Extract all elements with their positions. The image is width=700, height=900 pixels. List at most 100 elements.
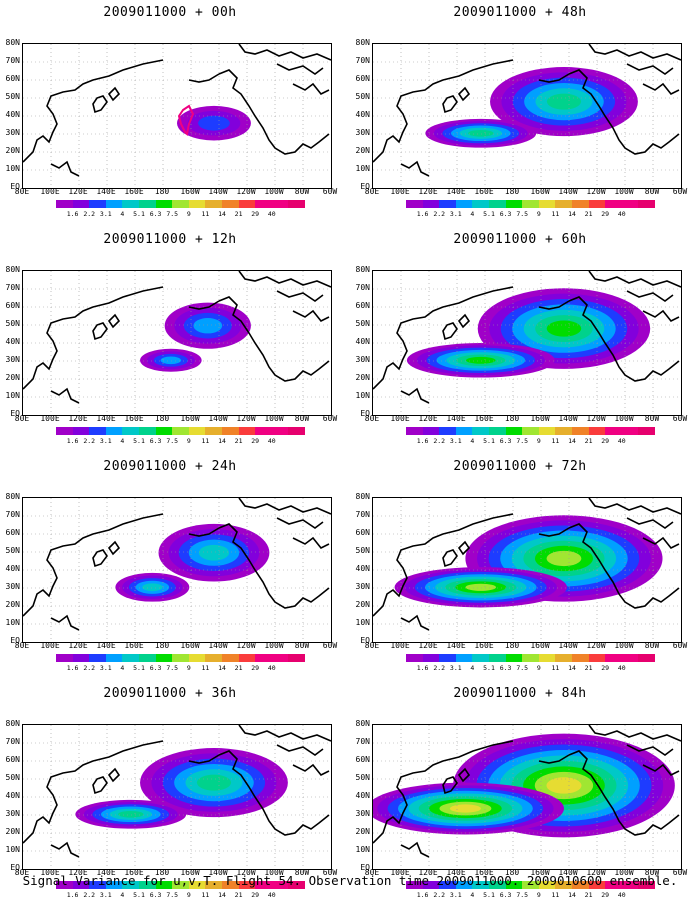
latitude-label: 10N bbox=[355, 391, 370, 400]
longitude-label: 100E bbox=[390, 187, 410, 196]
colorbar-swatch bbox=[522, 200, 539, 208]
colorbar-swatch bbox=[221, 654, 239, 662]
colorbar bbox=[56, 427, 305, 435]
variance-map bbox=[372, 497, 682, 643]
coastline bbox=[218, 69, 330, 155]
latitude-label: 20N bbox=[5, 146, 20, 155]
colorbar-label: 2.2 bbox=[83, 664, 96, 672]
colorbar-swatch bbox=[422, 427, 440, 435]
colorbar-swatch bbox=[588, 427, 606, 435]
coastline bbox=[292, 536, 330, 550]
latitude-label: 10N bbox=[355, 164, 370, 173]
latitude-label: 60N bbox=[355, 528, 370, 537]
coastline bbox=[400, 614, 430, 631]
variance-contour bbox=[118, 810, 144, 818]
colorbar-swatch bbox=[472, 654, 489, 662]
coastline bbox=[457, 313, 471, 329]
colorbar-swatch bbox=[155, 881, 173, 889]
longitude-label: 100E bbox=[390, 641, 410, 650]
colorbar-swatch bbox=[238, 427, 256, 435]
colorbar-label: 2.2 bbox=[83, 210, 96, 218]
coastline bbox=[442, 776, 458, 795]
colorbar-swatch bbox=[188, 427, 206, 435]
variance-contour bbox=[465, 583, 497, 591]
variance-contour bbox=[546, 550, 582, 567]
latitude-label: 80N bbox=[355, 265, 370, 274]
latitude-label: 10N bbox=[355, 618, 370, 627]
colorbar-label: 4 bbox=[470, 891, 475, 899]
coastline bbox=[373, 286, 514, 390]
longitude-label: 80E bbox=[14, 868, 30, 877]
longitude-label: 80W bbox=[644, 868, 660, 877]
colorbar-swatch bbox=[422, 654, 440, 662]
latitude-label: 40N bbox=[5, 337, 20, 346]
coastline bbox=[107, 767, 121, 783]
colorbar-label: 5.1 bbox=[483, 891, 495, 899]
colorbar-swatch bbox=[488, 654, 506, 662]
longitude-label: 80W bbox=[294, 868, 310, 877]
latitude-label: 50N bbox=[5, 773, 20, 782]
coastline bbox=[92, 95, 108, 114]
colorbar-swatch bbox=[538, 654, 556, 662]
colorbar-label: 40 bbox=[267, 210, 276, 218]
colorbar-label: 3.1 bbox=[449, 664, 462, 672]
latitude-label: 30N bbox=[355, 128, 370, 137]
latitude-label: 20N bbox=[355, 373, 370, 382]
colorbar-swatch bbox=[522, 654, 539, 662]
coastline bbox=[588, 498, 681, 515]
colorbar-swatch bbox=[605, 654, 622, 662]
latitude-label: 50N bbox=[355, 319, 370, 328]
colorbar-label: 7.5 bbox=[516, 437, 529, 445]
coastline bbox=[50, 387, 80, 404]
colorbar-swatch bbox=[172, 200, 189, 208]
coastline bbox=[50, 841, 80, 858]
latitude-label: 10N bbox=[355, 845, 370, 854]
latitude-label: 20N bbox=[355, 600, 370, 609]
longitude-label: 120E bbox=[68, 414, 88, 423]
colorbar-label: 9 bbox=[536, 210, 541, 218]
forecast-panel: 2009011000 + 12h 80N 70N 60N 50N 40N 30N 20N 10N… bbox=[0, 232, 340, 445]
colorbar-swatch bbox=[172, 654, 189, 662]
coastline bbox=[568, 523, 680, 609]
coastline bbox=[642, 82, 680, 96]
colorbar-swatch bbox=[571, 200, 589, 208]
longitude-label: 120E bbox=[68, 187, 88, 196]
coastline bbox=[188, 754, 220, 764]
colorbar-swatch bbox=[439, 200, 456, 208]
colorbar-swatch bbox=[271, 881, 289, 889]
colorbar-label: 6.3 bbox=[499, 664, 512, 672]
variance-contour bbox=[160, 356, 182, 365]
colorbar-label: 29 bbox=[251, 437, 260, 445]
latitude-label: 50N bbox=[355, 92, 370, 101]
longitude-label: 160W bbox=[530, 187, 550, 196]
variance-map bbox=[372, 270, 682, 416]
latitude-label: 50N bbox=[355, 546, 370, 555]
longitude-label: 80W bbox=[644, 414, 660, 423]
colorbar-label: 1.6 bbox=[416, 437, 429, 445]
coastline bbox=[188, 73, 220, 83]
colorbar-swatch bbox=[621, 881, 639, 889]
colorbar-label: 7.5 bbox=[516, 210, 529, 218]
panel-title: 2009011000 + 48h bbox=[453, 5, 587, 20]
panel-title: 2009011000 + 36h bbox=[103, 686, 237, 701]
variance-map bbox=[372, 724, 682, 870]
longitude-label: 60W bbox=[322, 868, 338, 877]
colorbar-label: 6.3 bbox=[499, 210, 512, 218]
colorbar-swatch bbox=[588, 654, 606, 662]
longitude-label: 100E bbox=[40, 414, 60, 423]
longitude-label: 120W bbox=[236, 414, 256, 423]
colorbar-swatch bbox=[105, 654, 123, 662]
colorbar-label: 5.1 bbox=[133, 437, 145, 445]
latitude-label: 60N bbox=[5, 755, 20, 764]
colorbar-label: 14 bbox=[568, 437, 576, 445]
variance-contour bbox=[546, 93, 582, 110]
coastline bbox=[626, 63, 674, 75]
latitude-label: 80N bbox=[5, 265, 20, 274]
variance-contour bbox=[468, 129, 494, 137]
longitude-label: 160W bbox=[530, 414, 550, 423]
coastline bbox=[642, 536, 680, 550]
latitude-label: 80N bbox=[355, 38, 370, 47]
colorbar-swatch bbox=[122, 200, 139, 208]
colorbar-swatch bbox=[638, 881, 655, 889]
colorbar-label: 7.5 bbox=[166, 210, 179, 218]
